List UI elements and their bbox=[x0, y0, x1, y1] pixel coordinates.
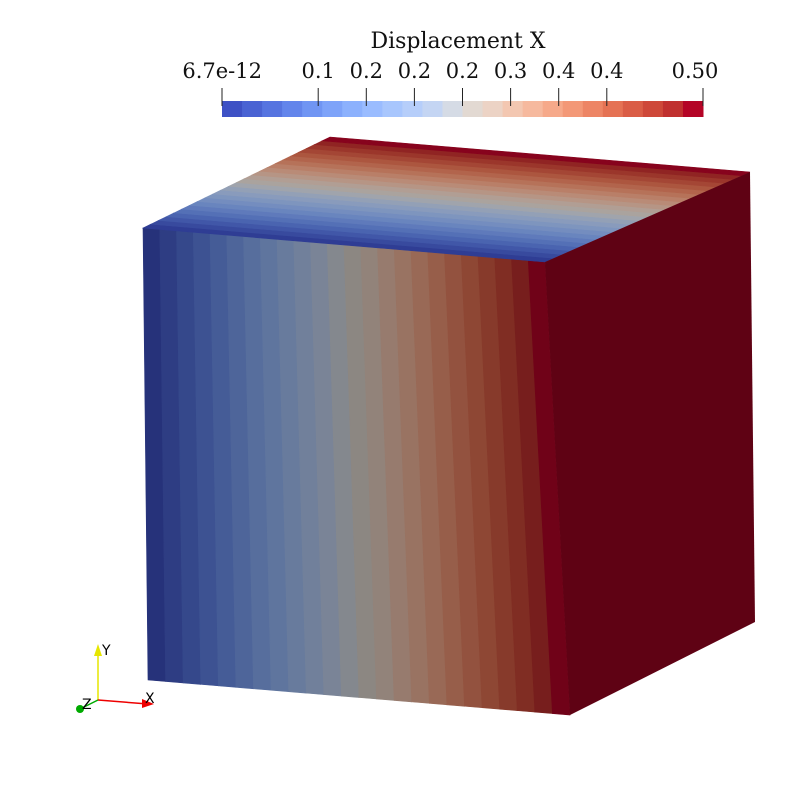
x-axis-arrow bbox=[97, 699, 149, 705]
x-axis-label: X bbox=[145, 691, 155, 707]
colorbar-segment bbox=[282, 101, 303, 117]
colorbar-segment bbox=[442, 101, 463, 117]
colorbar-segment bbox=[422, 101, 443, 117]
colorbar-segment bbox=[322, 101, 343, 117]
colorbar-tick-label: 6.7e-12 bbox=[182, 59, 262, 83]
colorbar-segment bbox=[562, 101, 584, 117]
y-axis-label: Y bbox=[101, 643, 111, 659]
colorbar-segment bbox=[502, 101, 524, 117]
axes-triad: Y X Z bbox=[76, 643, 155, 713]
z-arrow-head bbox=[76, 705, 84, 713]
colorbar-segment bbox=[602, 101, 624, 117]
colorbar-tick-label: 0.2 bbox=[350, 59, 383, 83]
colorbar-tick-label: 0.2 bbox=[446, 59, 479, 83]
colorbar-segment bbox=[682, 101, 704, 117]
colorbar-tick-label: 0.50 bbox=[672, 59, 719, 83]
colorbar: 6.7e-12 0.1 0.2 0.2 0.2 0.3 0.4 0.4 0.50 bbox=[182, 59, 718, 117]
z-axis-arrow bbox=[81, 699, 99, 709]
colorbar-tick-label: 0.2 bbox=[398, 59, 431, 83]
colorbar-segment bbox=[622, 101, 644, 117]
colorbar-segment bbox=[382, 101, 403, 117]
colorbar-tick-label: 0.4 bbox=[542, 59, 575, 83]
colorbar-segment bbox=[222, 101, 243, 117]
colorbar-segment bbox=[522, 101, 544, 117]
colorbar-segment bbox=[342, 101, 363, 117]
colorbar-segment bbox=[542, 101, 564, 117]
z-axis-label: Z bbox=[82, 697, 92, 713]
colorbar-segment bbox=[642, 101, 664, 117]
colorbar-segment bbox=[362, 101, 383, 117]
colorbar-segment bbox=[462, 101, 484, 117]
colorbar-tick-label: 0.3 bbox=[494, 59, 527, 83]
colorbar-title: Displacement X bbox=[370, 29, 545, 54]
x-arrow-head bbox=[142, 699, 154, 708]
colorbar-segment bbox=[402, 101, 423, 117]
colorbar-segment bbox=[242, 101, 263, 117]
colorbar-segment bbox=[482, 101, 504, 117]
y-arrow-head bbox=[94, 644, 102, 656]
colorbar-segment bbox=[262, 101, 283, 117]
colorbar-segment bbox=[582, 101, 604, 117]
colorbar-segment bbox=[662, 101, 684, 117]
cube-right-face bbox=[545, 172, 755, 715]
colorbar-segment bbox=[302, 101, 323, 117]
colorbar-tick-label: 0.1 bbox=[301, 59, 334, 83]
colorbar-tick-label: 0.4 bbox=[590, 59, 623, 83]
cube bbox=[141, 136, 755, 716]
